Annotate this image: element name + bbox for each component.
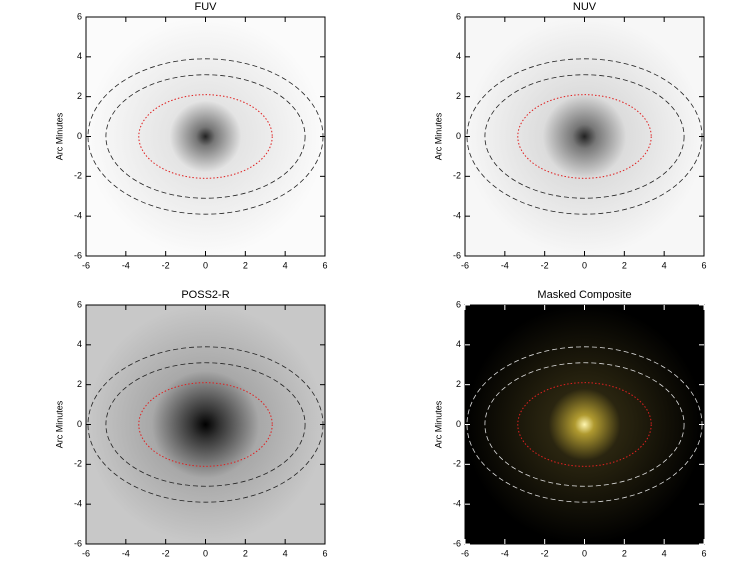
y-axis-label: Arc Minutes	[433, 112, 443, 160]
x-tick-label: -2	[162, 260, 170, 270]
x-tick-label: 6	[322, 548, 327, 558]
x-tick-label: 0	[203, 260, 208, 270]
aperture-ellipse	[484, 74, 685, 199]
y-tick-label: 0	[456, 419, 461, 429]
x-tick-label: -6	[461, 260, 469, 270]
inner-ellipse	[517, 94, 652, 179]
y-tick-label: 2	[456, 91, 461, 101]
y-tick-label: 6	[456, 11, 461, 21]
x-tick-label: 0	[203, 548, 208, 558]
x-tick-label: -2	[541, 548, 549, 558]
x-tick-label: 0	[582, 260, 587, 270]
x-tick-label: 6	[322, 260, 327, 270]
y-tick-label: -4	[74, 499, 82, 509]
x-tick-label: -2	[541, 260, 549, 270]
y-tick-label: 4	[77, 339, 82, 349]
inner-ellipse	[138, 94, 273, 179]
x-tick-label: -6	[82, 260, 90, 270]
image-panel	[465, 17, 704, 256]
x-tick-label: 0	[582, 548, 587, 558]
y-tick-label: 6	[77, 11, 82, 21]
aperture-ellipse	[484, 362, 685, 487]
y-tick-label: 4	[456, 339, 461, 349]
y-tick-label: 6	[77, 299, 82, 309]
y-tick-label: -6	[74, 538, 82, 548]
inner-ellipse	[517, 382, 652, 467]
x-tick-label: -2	[162, 548, 170, 558]
image-panel	[465, 305, 704, 544]
y-tick-label: 0	[77, 131, 82, 141]
y-tick-label: 2	[77, 379, 82, 389]
y-tick-label: -4	[74, 211, 82, 221]
x-tick-label: 6	[701, 548, 706, 558]
x-tick-label: 4	[662, 548, 667, 558]
y-tick-label: -6	[453, 250, 461, 260]
y-tick-label: -2	[453, 171, 461, 181]
y-tick-label: 2	[77, 91, 82, 101]
y-tick-label: 2	[456, 379, 461, 389]
x-tick-label: 4	[283, 260, 288, 270]
x-tick-label: 2	[243, 548, 248, 558]
panel-title: NUV	[573, 1, 597, 13]
y-tick-label: 4	[77, 51, 82, 61]
x-tick-label: 2	[243, 260, 248, 270]
panel-title: FUV	[195, 1, 218, 13]
y-tick-label: -6	[453, 538, 461, 548]
y-tick-label: 0	[77, 419, 82, 429]
y-axis-label: Arc Minutes	[54, 112, 64, 160]
x-tick-label: 2	[622, 548, 627, 558]
x-tick-label: -6	[82, 548, 90, 558]
y-tick-label: -2	[453, 459, 461, 469]
y-tick-label: -2	[74, 171, 82, 181]
x-tick-label: -6	[461, 548, 469, 558]
x-tick-label: 4	[283, 548, 288, 558]
y-tick-label: 6	[456, 299, 461, 309]
x-tick-label: -4	[122, 260, 130, 270]
aperture-ellipse	[105, 74, 306, 199]
image-panel	[86, 305, 325, 544]
y-tick-label: -2	[74, 459, 82, 469]
panel-title: Masked Composite	[537, 289, 631, 301]
x-tick-label: 4	[662, 260, 667, 270]
panel-title: POSS2-R	[181, 289, 229, 301]
x-tick-label: -4	[501, 260, 509, 270]
x-tick-label: 6	[701, 260, 706, 270]
y-tick-label: -6	[74, 250, 82, 260]
image-panel	[86, 17, 325, 256]
aperture-ellipse	[105, 362, 306, 487]
y-tick-label: -4	[453, 499, 461, 509]
x-tick-label: 2	[622, 260, 627, 270]
y-axis-label: Arc Minutes	[54, 400, 64, 448]
y-tick-label: 0	[456, 131, 461, 141]
x-tick-label: -4	[501, 548, 509, 558]
y-axis-label: Arc Minutes	[433, 400, 443, 448]
y-tick-label: 4	[456, 51, 461, 61]
inner-ellipse	[138, 382, 273, 467]
y-tick-label: -4	[453, 211, 461, 221]
x-tick-label: -4	[122, 548, 130, 558]
